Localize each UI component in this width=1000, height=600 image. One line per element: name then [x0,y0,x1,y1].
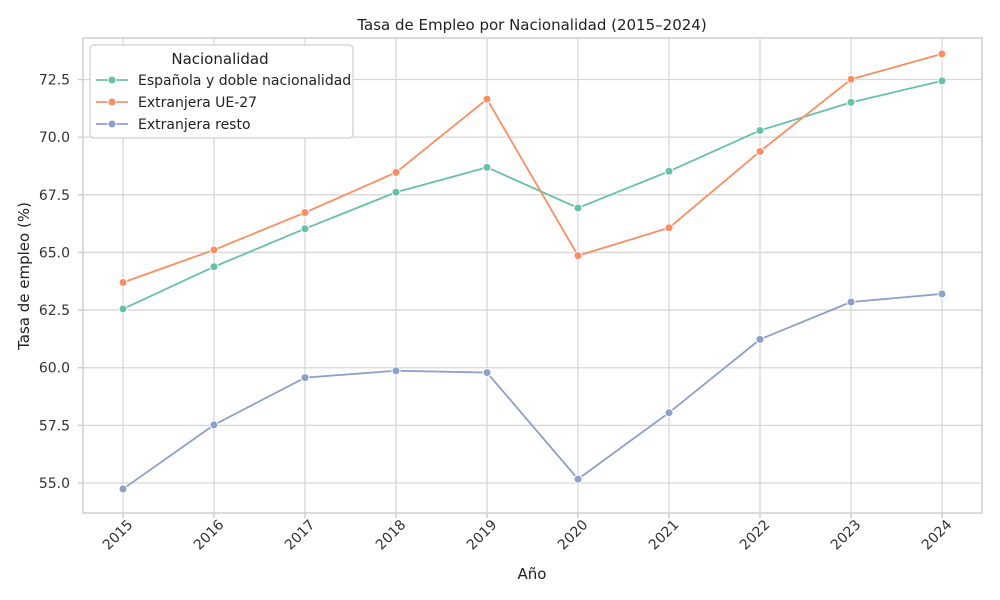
x-tick-label: 2018 [373,517,410,554]
data-point [573,251,583,261]
legend-marker-resto [107,119,117,129]
data-point [664,223,674,233]
x-tick-label: 2017 [282,517,319,554]
legend-label-resto: Extranjera resto [138,117,251,133]
data-point [391,366,401,376]
x-axis-label: Año [518,565,547,583]
data-point [391,187,401,197]
data-point [300,208,310,218]
x-tick-label: 2016 [191,517,228,554]
x-tick-label: 2019 [464,517,501,554]
x-tick-label: 2024 [919,517,956,554]
y-tick-label: 60.0 [39,361,70,377]
data-point [391,167,401,177]
chart-title: Tasa de Empleo por Nacionalidad (2015–20… [356,16,706,34]
series-2 [118,289,947,494]
data-point [482,94,492,104]
y-axis-label: Tasa de empleo (%) [15,202,33,351]
legend-marker-espanola [107,75,117,85]
data-point [937,76,947,86]
series-1 [118,49,947,287]
y-tick-label: 67.5 [39,188,70,204]
data-point [573,203,583,213]
data-point [209,245,219,255]
data-point [573,474,583,484]
data-point [846,97,856,107]
data-point [755,146,765,156]
data-point [937,49,947,59]
x-tick-label: 2023 [828,517,865,554]
x-tick-label: 2022 [737,517,774,554]
legend: Nacionalidad Española y doble nacionalid… [89,44,354,139]
series-layer [118,49,947,494]
y-tick-label: 62.5 [39,303,70,319]
data-point [482,162,492,172]
y-tick-label: 65.0 [39,245,70,261]
data-point [846,297,856,307]
legend-item-ue27: Extranjera UE-27 [96,95,257,111]
data-point [755,334,765,344]
data-point [846,74,856,84]
y-tick-label: 72.5 [39,73,70,89]
data-point [118,484,128,494]
y-tick-label: 55.0 [39,476,70,492]
legend-marker-ue27 [107,97,117,107]
x-tick-label: 2020 [555,517,592,554]
data-point [664,166,674,176]
x-tick-label: 2015 [100,517,137,554]
y-tick-label: 70.0 [39,130,70,146]
series-line [122,53,943,284]
legend-item-espanola: Española y doble nacionalidad [96,73,351,89]
data-point [209,262,219,272]
data-point [937,289,947,299]
plot-area-frame [82,37,983,514]
data-point [755,125,765,135]
data-point [664,408,674,418]
legend-title: Nacionalidad [171,50,268,68]
x-tick-label: 2021 [646,517,683,554]
legend-item-resto: Extranjera resto [96,117,251,133]
series-line [122,293,943,490]
y-tick-label: 57.5 [39,418,70,434]
data-point [482,368,492,378]
data-point [300,224,310,234]
legend-box [89,44,354,139]
axis-layer: 55.0 57.5 60.0 62.5 65.0 67.5 70.0 72.5 2015 2016… [39,73,956,554]
data-point [300,373,310,383]
data-point [118,277,128,287]
data-point [209,420,219,430]
data-point [118,304,128,314]
legend-label-espanola: Española y doble nacionalidad [138,73,351,89]
legend-label-ue27: Extranjera UE-27 [138,95,257,111]
